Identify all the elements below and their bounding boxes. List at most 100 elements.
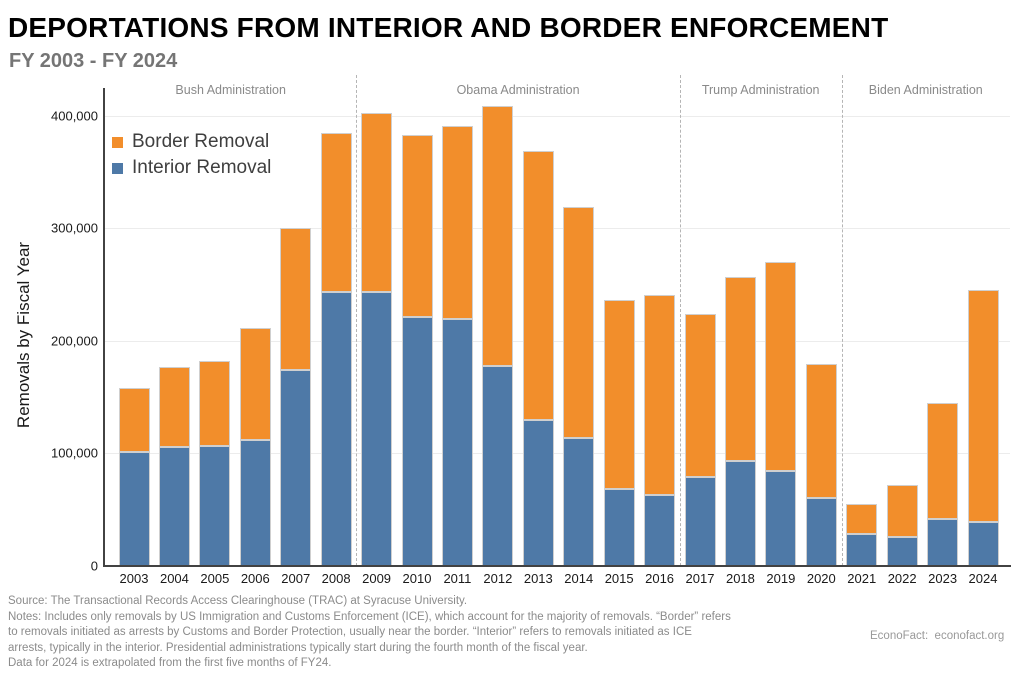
bar-border-2011 <box>441 125 473 320</box>
bar-interior-2019 <box>765 471 797 566</box>
footnote-line-4: arrests, typically in the interior. Pres… <box>8 641 588 654</box>
y-tick-300,000: 300,000 <box>51 220 98 236</box>
footnote-line-1: Source: The Transactional Records Access… <box>8 595 468 607</box>
footnote-block: Source: The Transactional Records Access… <box>8 594 731 672</box>
gridline-400,000 <box>105 115 1010 117</box>
admin-divider-after-2020 <box>841 75 843 566</box>
bar-interior-2022 <box>886 536 918 566</box>
bar-interior-2012 <box>482 365 514 566</box>
bar-border-2021 <box>846 504 878 535</box>
bar-interior-2005 <box>199 445 231 566</box>
chart-subtitle: FY 2003 - FY 2024 <box>9 50 178 72</box>
x-tick-2017: 2017 <box>685 571 715 586</box>
bar-interior-2009 <box>361 292 393 566</box>
legend-item-interior-removal: Interior Removal <box>112 155 271 181</box>
bar-interior-2008 <box>320 292 352 566</box>
x-tick-2003: 2003 <box>119 571 149 586</box>
bar-interior-2014 <box>563 437 595 566</box>
y-tick-100,000: 100,000 <box>51 445 98 461</box>
bar-border-2012 <box>482 105 514 366</box>
x-tick-2010: 2010 <box>402 571 432 586</box>
legend-label: Border Removal <box>132 131 270 152</box>
gridline-300,000 <box>105 228 1010 230</box>
bar-border-2003 <box>118 388 150 453</box>
admin-label-biden: Biden Administration <box>868 83 983 97</box>
econofact-branding: EconoFact: econofact.org <box>870 630 1005 642</box>
bar-border-2022 <box>886 484 918 537</box>
bar-border-2019 <box>765 262 797 472</box>
y-axis-line <box>103 88 105 567</box>
bar-border-2014 <box>563 206 595 438</box>
legend-item-border-removal: Border Removal <box>112 129 271 155</box>
footnote-line-2: Notes: Includes only removals by US Immi… <box>8 610 731 623</box>
x-tick-2019: 2019 <box>766 571 796 586</box>
bar-interior-2017 <box>684 477 716 566</box>
bar-border-2007 <box>280 228 312 371</box>
gridline-100,000 <box>105 453 1010 455</box>
bar-border-2010 <box>401 134 433 318</box>
bar-interior-2010 <box>401 317 433 566</box>
legend: Border Removal Interior Removal <box>112 129 271 181</box>
bar-interior-2006 <box>239 439 271 566</box>
x-tick-2004: 2004 <box>159 571 189 586</box>
x-tick-2020: 2020 <box>806 571 836 586</box>
admin-label-bush: Bush Administration <box>175 83 286 97</box>
bar-border-2004 <box>158 366 190 447</box>
footnote-line-5: Data for 2024 is extrapolated from the f… <box>8 657 332 669</box>
x-tick-2014: 2014 <box>564 571 594 586</box>
x-tick-2007: 2007 <box>281 571 311 586</box>
bar-border-2008 <box>320 132 352 293</box>
y-tick-0: 0 <box>90 558 98 574</box>
bar-interior-2007 <box>280 370 312 566</box>
legend-swatch-icon <box>112 162 123 174</box>
x-tick-2013: 2013 <box>523 571 553 586</box>
x-tick-2016: 2016 <box>645 571 675 586</box>
bar-border-2013 <box>522 150 554 420</box>
bar-border-2006 <box>239 328 271 440</box>
x-tick-2011: 2011 <box>443 571 472 586</box>
bar-border-2009 <box>361 113 393 293</box>
bar-interior-2015 <box>603 489 635 566</box>
bar-interior-2024 <box>967 522 999 566</box>
bar-interior-2011 <box>441 319 473 566</box>
bar-interior-2021 <box>846 534 878 566</box>
bar-interior-2023 <box>927 518 959 566</box>
gridline-200,000 <box>105 340 1010 342</box>
x-tick-2005: 2005 <box>200 571 230 586</box>
admin-divider-after-2016 <box>679 75 681 566</box>
admin-label-trump: Trump Administration <box>701 83 820 97</box>
x-tick-2024: 2024 <box>968 571 998 586</box>
x-tick-2008: 2008 <box>321 571 351 586</box>
bar-interior-2013 <box>522 419 554 566</box>
admin-label-obama: Obama Administration <box>456 83 580 97</box>
x-tick-2021: 2021 <box>847 571 877 586</box>
chart-title: DEPORTATIONS FROM INTERIOR AND BORDER EN… <box>8 12 889 43</box>
x-tick-2015: 2015 <box>604 571 634 586</box>
bar-border-2017 <box>684 313 716 478</box>
bar-interior-2018 <box>724 461 756 566</box>
x-tick-2006: 2006 <box>240 571 270 586</box>
x-tick-2012: 2012 <box>483 571 513 586</box>
bar-border-2023 <box>927 402 959 519</box>
bar-border-2024 <box>967 290 999 523</box>
x-tick-2023: 2023 <box>928 571 958 586</box>
bar-interior-2004 <box>158 446 190 566</box>
x-tick-2009: 2009 <box>362 571 392 586</box>
bar-interior-2016 <box>644 495 676 566</box>
y-tick-400,000: 400,000 <box>51 108 98 124</box>
x-tick-2022: 2022 <box>887 571 917 586</box>
x-axis-line <box>103 565 1011 567</box>
bar-border-2015 <box>603 300 635 490</box>
bar-border-2005 <box>199 361 231 446</box>
bar-border-2020 <box>805 364 837 499</box>
y-tick-200,000: 200,000 <box>51 333 98 349</box>
bar-border-2016 <box>644 294 676 496</box>
legend-label: Interior Removal <box>132 157 272 178</box>
bar-interior-2020 <box>805 498 837 566</box>
admin-divider-after-2008 <box>356 75 358 566</box>
x-tick-2018: 2018 <box>725 571 755 586</box>
footnote-line-3: to removals initiated as arrests by Cust… <box>8 626 692 638</box>
bar-border-2018 <box>724 276 756 462</box>
legend-swatch-icon <box>112 136 123 148</box>
